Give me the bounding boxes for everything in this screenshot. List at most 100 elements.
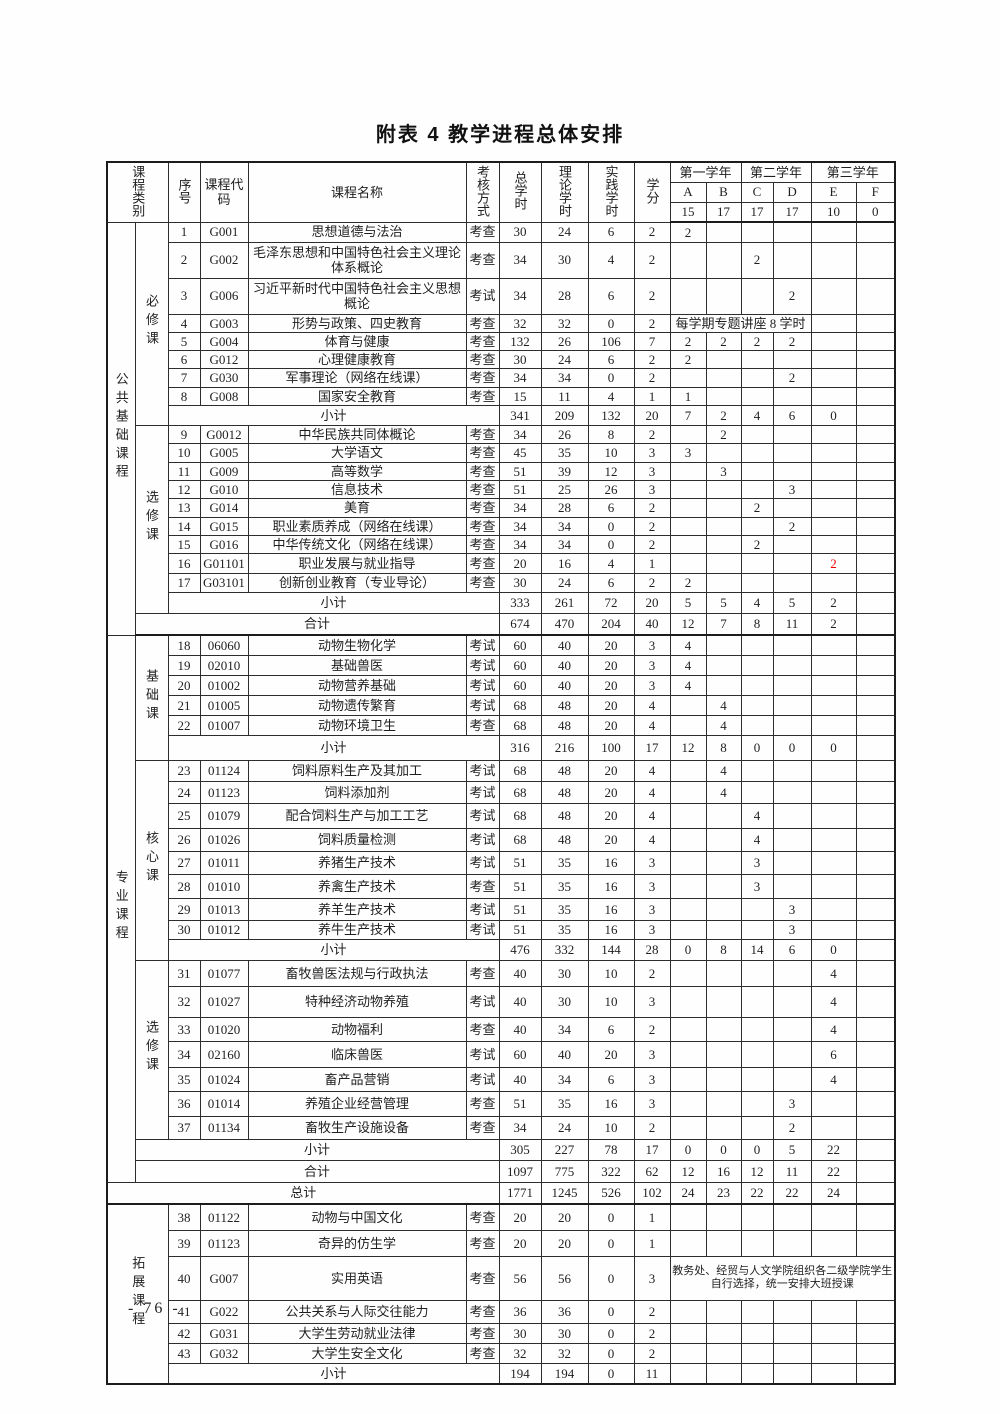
- cell-text: 考试: [469, 855, 496, 871]
- cell-text: 考试: [469, 657, 496, 673]
- cell-text: 1097: [507, 1163, 533, 1179]
- cell-text: 特种经济动物养殖: [304, 994, 409, 1010]
- table-cell: 30: [498, 573, 542, 593]
- table-cell: 01013: [199, 897, 249, 921]
- cell-text: 204: [601, 616, 621, 632]
- table-cell: 34: [498, 425, 542, 445]
- table-cell: 24: [669, 1181, 707, 1206]
- table-cell: 6: [587, 350, 635, 370]
- cell-text: 课程名称: [330, 184, 383, 200]
- cell-text: 30: [558, 1325, 571, 1341]
- cell-text: 4: [648, 717, 656, 733]
- cell-text: 考查: [469, 1021, 496, 1037]
- cell-text: G004: [209, 333, 239, 349]
- table-cell: 16: [705, 1159, 742, 1183]
- cell-text: 1: [180, 224, 188, 240]
- header-cell: 10: [810, 201, 857, 223]
- cell-text: 2: [830, 556, 837, 572]
- table-row: 8 G008 国家安全教育 考查 15 11 4 1 1: [107, 386, 896, 407]
- cell-text: 68: [513, 697, 527, 713]
- table-cell: [705, 634, 742, 656]
- table-row: 24 01123 饲料添加剂 考试 68 48 20 4 4: [107, 780, 896, 804]
- table-cell: 26: [540, 425, 589, 445]
- table-cell: [855, 1322, 896, 1344]
- cell-text: 考查: [469, 224, 496, 240]
- table-cell: 3: [167, 277, 201, 315]
- table-cell: 12: [167, 480, 201, 500]
- cell-text: 15: [513, 388, 527, 404]
- cell-text: 470: [554, 616, 575, 632]
- table-cell: [855, 386, 896, 407]
- cell-text: 40: [177, 1270, 191, 1286]
- cell-text: 4: [830, 965, 837, 981]
- cell-text: 小计: [320, 1365, 347, 1381]
- cell-text: 0: [607, 1304, 615, 1320]
- cell-text: 34: [513, 370, 527, 386]
- cell-text: 34: [513, 518, 527, 534]
- table-cell: [669, 368, 707, 388]
- table-cell: 4: [740, 827, 774, 852]
- table-cell: 16: [587, 919, 635, 940]
- table-cell: 合计: [134, 612, 500, 637]
- cell-text: 2: [753, 500, 761, 516]
- table-cell: 6: [587, 1016, 635, 1042]
- header-cell: 学分: [633, 161, 671, 223]
- table-cell: 32: [167, 985, 201, 1018]
- table-cell: 12: [587, 461, 635, 482]
- cell-text: 考查: [469, 388, 496, 404]
- table-cell: 2: [772, 277, 812, 315]
- table-cell: [705, 480, 742, 500]
- table-cell: 临床兽医: [247, 1040, 467, 1068]
- cell-text: 26: [558, 427, 571, 443]
- table-cell: [772, 694, 812, 716]
- cell-text: 考查: [469, 427, 496, 443]
- table-cell: [810, 535, 857, 555]
- table-cell: 国家安全教育: [247, 386, 467, 407]
- table-row: 43 G032 大学生安全文化 考查 32 32 0 2: [107, 1342, 896, 1364]
- table-row: 33 01020 动物福利 考查 40 34 6 2 4: [107, 1016, 896, 1042]
- table-cell: 20: [587, 780, 635, 804]
- table-row: 拓展课程 38 01122 动物与中国文化 考查 20 20 0 1: [106, 1203, 896, 1385]
- cell-text: 军事理论（网络在线课）: [285, 370, 429, 386]
- table-cell: 3: [633, 850, 671, 875]
- table-cell: [772, 1342, 812, 1364]
- table-cell: G010: [199, 480, 249, 500]
- table-cell: [772, 1229, 812, 1257]
- cell-text: D: [787, 184, 797, 200]
- table-cell: G004: [199, 331, 249, 352]
- table-cell: 1: [167, 221, 201, 243]
- table-cell: G005: [199, 443, 249, 463]
- cell-text: 17: [177, 575, 191, 591]
- table-cell: 考试: [465, 674, 500, 696]
- table-cell: 3: [772, 1090, 812, 1117]
- table-cell: [772, 634, 812, 656]
- table-cell: 4: [669, 634, 707, 656]
- table-cell: 28: [167, 873, 201, 899]
- table-cell: 01026: [199, 827, 249, 852]
- table-cell: [705, 573, 742, 593]
- table-cell: [705, 1066, 742, 1092]
- cell-text: 考试: [469, 784, 496, 800]
- cell-text: 51: [513, 482, 527, 498]
- cell-text: 40: [513, 1071, 527, 1087]
- cell-text: 01014: [207, 1096, 241, 1112]
- table-cell: 动物环境卫生: [247, 714, 467, 736]
- cell-text: 3: [648, 855, 656, 871]
- table-cell: 209: [540, 405, 589, 427]
- table-cell: 4: [587, 553, 635, 575]
- table-cell: 大学生劳动就业法律: [247, 1322, 467, 1344]
- cell-text: 考查: [469, 1270, 496, 1286]
- table-cell: 68: [498, 780, 542, 804]
- cell-text: 课程类别: [130, 164, 146, 217]
- table-row: 32 01027 特种经济动物养殖 考试 40 30 10 3 4: [107, 985, 896, 1018]
- cell-text: 194: [510, 1365, 530, 1381]
- cell-text: 227: [554, 1142, 575, 1158]
- cell-text: 34: [177, 1046, 191, 1062]
- table-cell: [740, 634, 774, 656]
- cell-text: 3: [648, 677, 656, 693]
- cell-text: 4: [684, 657, 692, 673]
- cell-text: 6: [180, 352, 188, 368]
- table-cell: [669, 553, 707, 575]
- cell-text: 考查: [469, 575, 496, 591]
- table-cell: [705, 1040, 742, 1068]
